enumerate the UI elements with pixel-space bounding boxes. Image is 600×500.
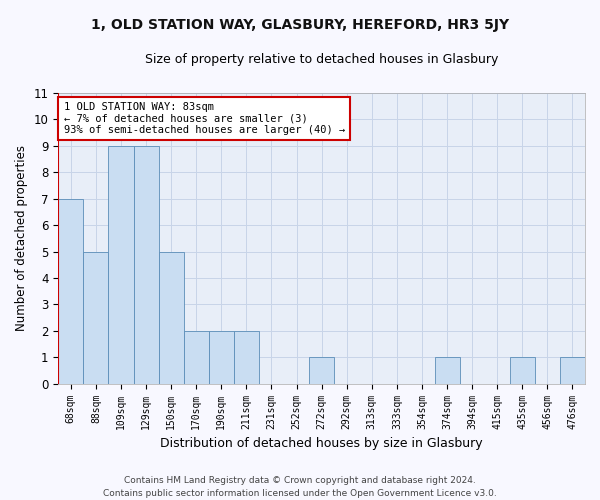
Bar <box>309 358 334 384</box>
Bar <box>209 331 234 384</box>
Bar <box>184 331 209 384</box>
Bar <box>560 358 585 384</box>
Bar <box>134 146 158 384</box>
Text: 1, OLD STATION WAY, GLASBURY, HEREFORD, HR3 5JY: 1, OLD STATION WAY, GLASBURY, HEREFORD, … <box>91 18 509 32</box>
Bar <box>58 198 83 384</box>
Bar <box>83 252 109 384</box>
Text: 1 OLD STATION WAY: 83sqm
← 7% of detached houses are smaller (3)
93% of semi-det: 1 OLD STATION WAY: 83sqm ← 7% of detache… <box>64 102 345 135</box>
Bar <box>109 146 134 384</box>
Bar <box>158 252 184 384</box>
Bar <box>510 358 535 384</box>
X-axis label: Distribution of detached houses by size in Glasbury: Distribution of detached houses by size … <box>160 437 483 450</box>
Y-axis label: Number of detached properties: Number of detached properties <box>15 146 28 332</box>
Text: Contains HM Land Registry data © Crown copyright and database right 2024.
Contai: Contains HM Land Registry data © Crown c… <box>103 476 497 498</box>
Bar <box>234 331 259 384</box>
Bar <box>434 358 460 384</box>
Title: Size of property relative to detached houses in Glasbury: Size of property relative to detached ho… <box>145 52 499 66</box>
